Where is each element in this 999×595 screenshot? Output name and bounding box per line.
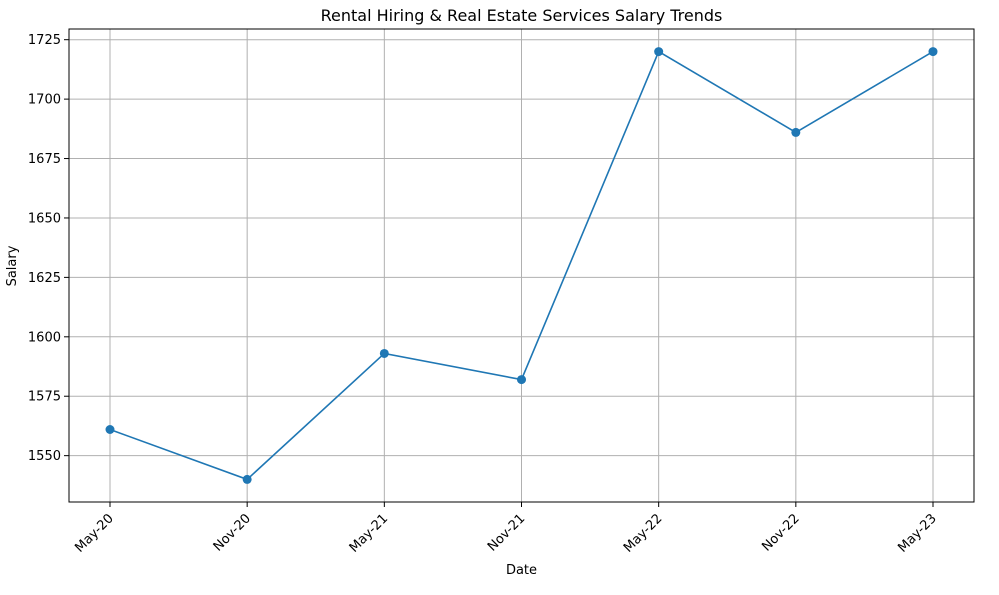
y-tick-label: 1575 (28, 390, 61, 405)
y-tick-label: 1600 (28, 330, 61, 345)
y-tick-label: 1650 (28, 211, 61, 226)
plot-frame (68, 28, 975, 503)
data-point (654, 47, 664, 57)
data-point (517, 375, 526, 385)
y-tick-label: 1700 (28, 93, 61, 108)
data-point (105, 425, 115, 435)
data-point (379, 348, 389, 358)
x-axis-label: Date (506, 563, 537, 578)
y-tick-label: 1550 (28, 449, 61, 464)
y-axis-label: Salary (5, 245, 20, 286)
gridlines (69, 29, 974, 502)
data-point (242, 474, 252, 484)
data-series (105, 47, 938, 484)
y-tick-label: 1625 (28, 271, 61, 286)
data-point (791, 127, 801, 137)
chart-title: Rental Hiring & Real Estate Services Sal… (321, 6, 723, 25)
data-point (928, 47, 938, 57)
y-tick-label: 1725 (28, 33, 61, 48)
y-tick-label: 1675 (28, 152, 61, 167)
